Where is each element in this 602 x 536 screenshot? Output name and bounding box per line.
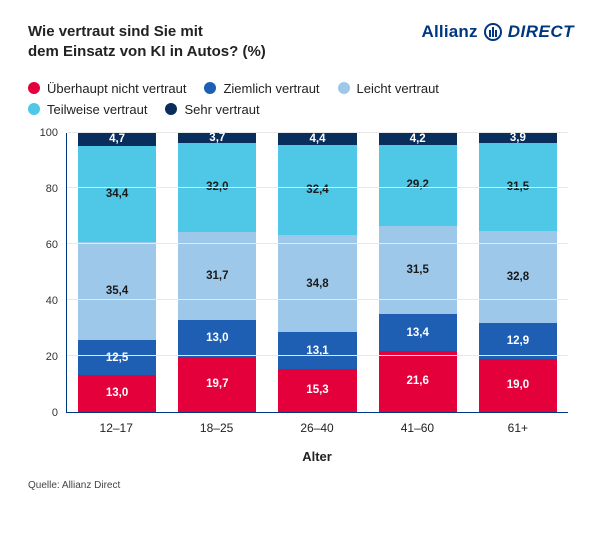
bar-segment: 4,4 — [278, 133, 356, 145]
y-tick-label: 20 — [46, 351, 58, 363]
legend-item: Überhaupt nicht vertraut — [28, 81, 186, 96]
bar-segment: 19,0 — [479, 359, 557, 412]
legend-label: Überhaupt nicht vertraut — [47, 81, 186, 96]
bar-segment: 4,2 — [379, 133, 457, 145]
x-tick-label: 41–60 — [367, 413, 467, 443]
legend-item: Teilweise vertraut — [28, 102, 147, 117]
stacked-bar: 19,012,932,831,53,9 — [479, 133, 557, 412]
y-tick-label: 60 — [46, 239, 58, 251]
grid-line — [67, 355, 568, 356]
x-tick-label: 12–17 — [66, 413, 166, 443]
bar-segment: 13,1 — [278, 332, 356, 369]
bar-column: 21,613,431,529,24,2 — [368, 133, 468, 412]
grid-line — [67, 243, 568, 244]
y-axis: 020406080100 — [34, 133, 62, 413]
title-line-1: Wie vertraut sind Sie mit — [28, 22, 266, 42]
bar-segment: 32,4 — [278, 145, 356, 235]
stacked-bar: 19,713,031,732,03,7 — [178, 133, 256, 412]
x-tick-label: 26–40 — [267, 413, 367, 443]
grid-line — [67, 187, 568, 188]
bar-segment: 13,0 — [78, 375, 156, 411]
legend-label: Leicht vertraut — [357, 81, 439, 96]
bar-column: 19,012,932,831,53,9 — [468, 133, 568, 412]
bar-segment: 15,3 — [278, 369, 356, 412]
brand-text-allianz: Allianz — [422, 22, 478, 42]
title-line-2: dem Einsatz von KI in Autos? (%) — [28, 42, 266, 62]
legend-label: Sehr vertraut — [184, 102, 259, 117]
y-tick-label: 40 — [46, 295, 58, 307]
header: Wie vertraut sind Sie mit dem Einsatz vo… — [28, 22, 574, 63]
chart: 020406080100 13,012,535,434,44,719,713,0… — [34, 133, 568, 443]
bar-column: 19,713,031,732,03,7 — [167, 133, 267, 412]
grid-line — [67, 132, 568, 133]
brand-text-direct: DIRECT — [508, 22, 574, 42]
stacked-bar: 15,313,134,832,44,4 — [278, 133, 356, 412]
bars-container: 13,012,535,434,44,719,713,031,732,03,715… — [67, 133, 568, 412]
x-tick-label: 61+ — [468, 413, 568, 443]
bar-segment: 31,5 — [379, 226, 457, 314]
bar-segment: 34,4 — [78, 146, 156, 242]
bar-segment: 19,7 — [178, 357, 256, 412]
legend-label: Ziemlich vertraut — [223, 81, 319, 96]
x-tick-label: 18–25 — [166, 413, 266, 443]
bar-column: 13,012,535,434,44,7 — [67, 133, 167, 412]
y-tick-label: 100 — [40, 127, 58, 139]
bar-segment: 12,5 — [78, 340, 156, 375]
bar-segment: 3,7 — [178, 133, 256, 143]
stacked-bar: 21,613,431,529,24,2 — [379, 133, 457, 412]
chart-title: Wie vertraut sind Sie mit dem Einsatz vo… — [28, 22, 266, 63]
legend-item: Leicht vertraut — [338, 81, 439, 96]
brand-logo-block: Allianz DIRECT — [422, 22, 574, 42]
legend-swatch — [165, 103, 177, 115]
bar-segment: 3,9 — [479, 133, 557, 144]
bar-segment: 21,6 — [379, 351, 457, 411]
bar-segment: 32,8 — [479, 231, 557, 322]
bar-segment: 12,9 — [479, 323, 557, 359]
allianz-eagle-icon — [484, 23, 502, 41]
legend-swatch — [28, 103, 40, 115]
bar-segment: 29,2 — [379, 145, 457, 226]
bar-segment: 13,4 — [379, 314, 457, 351]
grid-line — [67, 299, 568, 300]
bar-segment: 34,8 — [278, 235, 356, 332]
legend: Überhaupt nicht vertraut Ziemlich vertrau… — [28, 81, 448, 117]
legend-label: Teilweise vertraut — [47, 102, 147, 117]
stacked-bar: 13,012,535,434,44,7 — [78, 133, 156, 412]
legend-item: Ziemlich vertraut — [204, 81, 319, 96]
legend-item: Sehr vertraut — [165, 102, 259, 117]
bar-segment: 13,0 — [178, 320, 256, 356]
bar-column: 15,313,134,832,44,4 — [267, 133, 367, 412]
bar-segment: 31,7 — [178, 232, 256, 320]
y-tick-label: 0 — [52, 407, 58, 419]
legend-swatch — [204, 82, 216, 94]
source-text: Quelle: Allianz Direct — [28, 480, 574, 491]
x-axis-title: Alter — [60, 449, 574, 464]
bar-segment: 4,7 — [78, 133, 156, 146]
bar-segment: 35,4 — [78, 242, 156, 341]
plot-area: 13,012,535,434,44,719,713,031,732,03,715… — [66, 133, 568, 413]
x-axis-labels: 12–1718–2526–4041–6061+ — [66, 413, 568, 443]
y-tick-label: 80 — [46, 183, 58, 195]
legend-swatch — [28, 82, 40, 94]
legend-swatch — [338, 82, 350, 94]
